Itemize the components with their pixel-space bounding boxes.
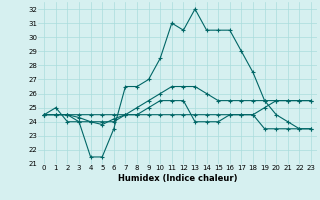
X-axis label: Humidex (Indice chaleur): Humidex (Indice chaleur)	[118, 174, 237, 183]
